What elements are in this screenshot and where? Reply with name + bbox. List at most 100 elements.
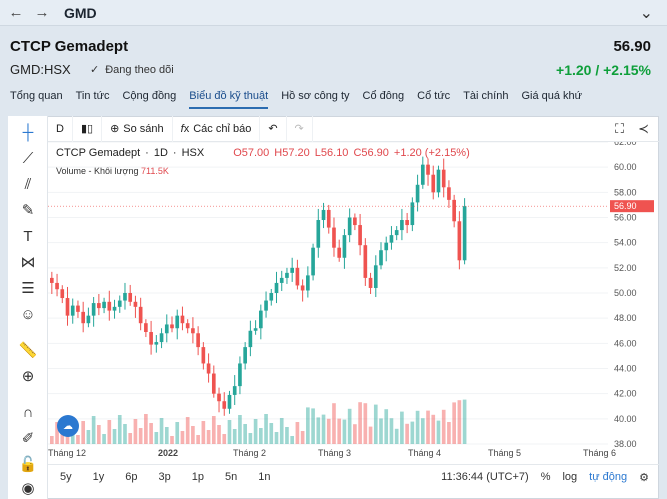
volume-bar bbox=[243, 424, 247, 444]
measure-icon[interactable]: ☰ bbox=[21, 280, 35, 297]
candle-body bbox=[175, 315, 180, 329]
candle-body bbox=[326, 209, 331, 228]
topbar-ticker: GMD bbox=[64, 4, 97, 21]
tab-4[interactable]: Hồ sơ công ty bbox=[281, 90, 350, 102]
cloud-icon[interactable]: ☁ bbox=[57, 415, 79, 437]
candle-body bbox=[373, 265, 378, 288]
candle-body bbox=[379, 250, 383, 266]
price-change: +1.20 / +2.15% bbox=[556, 62, 651, 78]
range-1p[interactable]: 1p bbox=[191, 470, 204, 483]
y-tick-label: 44.00 bbox=[614, 364, 637, 374]
undo-icon[interactable]: ↶ bbox=[260, 115, 287, 142]
y-tick-label: 50.00 bbox=[614, 288, 637, 298]
brush-icon[interactable]: ✎ bbox=[21, 202, 35, 219]
interval-button[interactable]: D bbox=[48, 115, 73, 142]
volume-bar bbox=[316, 417, 321, 444]
candle-body bbox=[159, 333, 164, 343]
volume-bar bbox=[462, 399, 467, 444]
gear-icon[interactable]: ⚙ bbox=[639, 471, 649, 484]
stock-symbol: GMD:HSX bbox=[10, 62, 71, 77]
compare-button[interactable]: ⊕ So sánh bbox=[102, 115, 173, 142]
candle-body bbox=[217, 393, 221, 402]
fullscreen-icon[interactable]: ⛶ bbox=[614, 121, 625, 136]
tab-5[interactable]: Cổ đông bbox=[362, 90, 405, 102]
y-tick-label: 46.00 bbox=[614, 338, 637, 348]
candle-body bbox=[91, 303, 96, 316]
volume-bar bbox=[264, 414, 268, 444]
volume-bar bbox=[201, 421, 206, 444]
candle-body bbox=[164, 324, 169, 334]
volume-legend: Volume - Khối lượng 711.5K bbox=[56, 166, 169, 176]
range-1n[interactable]: 1n bbox=[258, 470, 271, 483]
volume-bar bbox=[138, 428, 143, 444]
lock-icon[interactable]: 🔓 bbox=[18, 456, 38, 473]
candle-body bbox=[441, 169, 446, 188]
range-6p[interactable]: 6p bbox=[125, 470, 138, 483]
text-icon[interactable]: T bbox=[23, 227, 33, 245]
lock-drawing-icon[interactable]: ✐ bbox=[21, 430, 35, 447]
candle-body bbox=[180, 315, 185, 324]
tab-0[interactable]: Tổng quan bbox=[10, 90, 63, 102]
candle-body bbox=[70, 305, 75, 316]
range-1y[interactable]: 1y bbox=[92, 470, 105, 483]
volume-bar bbox=[180, 431, 185, 444]
legend-interval: 1D bbox=[153, 147, 168, 159]
candle-body bbox=[76, 305, 80, 312]
volume-bar bbox=[447, 422, 451, 444]
candle-body bbox=[102, 301, 106, 309]
volume-bar bbox=[196, 435, 200, 444]
percent-toggle[interactable]: % bbox=[540, 471, 551, 483]
tab-6[interactable]: Cổ tức bbox=[417, 90, 451, 102]
redo-icon[interactable]: ↷ bbox=[287, 115, 313, 142]
tab-3[interactable]: Biểu đồ kỹ thuật bbox=[189, 90, 269, 109]
chevron-down-icon[interactable]: ⌄ bbox=[639, 5, 653, 22]
indicators-button[interactable]: fx Các chỉ báo bbox=[173, 115, 261, 142]
candle-body bbox=[295, 267, 300, 286]
chart-frame bbox=[8, 116, 659, 499]
follow-button[interactable]: ✓ Đang theo dõi bbox=[90, 63, 174, 77]
volume-bar bbox=[337, 418, 342, 444]
log-toggle[interactable]: log bbox=[562, 471, 578, 483]
zoom-in-icon[interactable]: ⊕ bbox=[21, 368, 35, 385]
tab-1[interactable]: Tin tức bbox=[75, 90, 110, 102]
crosshair-icon[interactable]: ┼ bbox=[22, 123, 34, 141]
tab-7[interactable]: Tài chính bbox=[463, 90, 509, 102]
candle-body bbox=[81, 311, 86, 324]
trend-line-icon[interactable]: ⟋ bbox=[22, 149, 34, 167]
range-3p[interactable]: 3p bbox=[158, 470, 171, 483]
fib-icon[interactable]: ⫽ bbox=[24, 175, 32, 193]
auto-toggle[interactable]: tự động bbox=[589, 471, 628, 483]
ruler-icon[interactable]: 📏 bbox=[18, 342, 38, 359]
share-icon[interactable]: ≺ bbox=[638, 121, 649, 136]
range-5n[interactable]: 5n bbox=[225, 470, 238, 483]
volume-bar bbox=[211, 416, 216, 444]
arrow-left-icon[interactable]: ← bbox=[8, 4, 24, 21]
x-tick-label: Tháng 3 bbox=[318, 448, 351, 458]
price-chart[interactable]: 62.00 60.00 58.00 56.00 54.00 52.00 50.00 48.00… bbox=[48, 142, 659, 464]
tab-8[interactable]: Giá quá khứ bbox=[521, 90, 583, 102]
legend-low: L56.10 bbox=[314, 147, 349, 159]
arrow-right-icon[interactable]: → bbox=[34, 4, 50, 21]
window-topbar: ← → GMD ⌄ bbox=[0, 0, 667, 26]
volume-bar bbox=[290, 436, 295, 444]
range-5y[interactable]: 5y bbox=[60, 470, 72, 483]
pattern-icon[interactable]: ⋈ bbox=[20, 254, 36, 271]
volume-bar bbox=[326, 418, 331, 444]
candle-type-icon[interactable]: ▮▯ bbox=[73, 115, 103, 142]
stock-tabs: Tổng quan Tin tức Cộng đồng Biểu đồ kỹ thuậ… bbox=[10, 90, 595, 109]
volume-bar bbox=[97, 425, 101, 444]
volume-bar bbox=[60, 431, 65, 444]
volume-bar bbox=[426, 410, 430, 444]
emoji-icon[interactable]: ☺ bbox=[20, 305, 36, 323]
volume-bar bbox=[373, 404, 378, 444]
last-price-label: 56.90 bbox=[614, 201, 637, 211]
eye-icon[interactable]: ◉ bbox=[21, 480, 35, 497]
magnet-icon[interactable]: ∩ bbox=[22, 403, 34, 421]
volume-bar bbox=[185, 417, 190, 444]
candle-body bbox=[358, 225, 362, 246]
time-readout: 11:36:44 (UTC+7) bbox=[441, 471, 529, 483]
candle-body bbox=[133, 301, 138, 307]
volume-bar bbox=[269, 423, 274, 444]
volume-bar bbox=[144, 414, 148, 444]
tab-2[interactable]: Cộng đồng bbox=[122, 90, 177, 102]
